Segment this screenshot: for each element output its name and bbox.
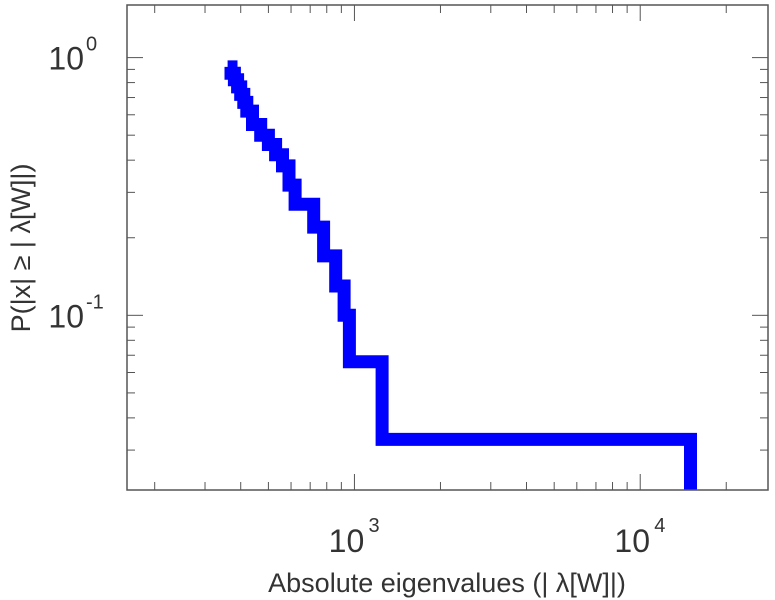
y-tick-label: 10 <box>48 41 84 77</box>
x-axis-label: Absolute eigenvalues (| λ[W]|) <box>268 568 626 598</box>
y-axis-label: P(|x| ≥ | λ[W]|) <box>6 164 36 333</box>
series-layer <box>224 60 697 490</box>
x-tick-label: 10 <box>614 523 650 559</box>
ccdf-step-line-0 <box>224 60 697 490</box>
y-tick-label-exponent: -1 <box>86 291 104 313</box>
x-tick-label: 10 <box>329 523 365 559</box>
ticks-layer <box>127 5 768 490</box>
y-tick-label-exponent: 0 <box>86 34 97 56</box>
y-tick-label: 10 <box>48 298 84 334</box>
tick-labels-layer: 10 3 10 410 010 -1 <box>48 34 665 559</box>
x-tick-label-exponent: 4 <box>654 515 665 537</box>
plot-frame <box>126 4 769 491</box>
x-tick-label-exponent: 3 <box>368 515 379 537</box>
